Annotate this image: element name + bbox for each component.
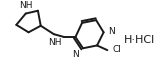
Text: N: N — [108, 27, 115, 36]
Text: NH: NH — [19, 1, 33, 10]
Text: Cl: Cl — [112, 45, 121, 54]
Text: NH: NH — [48, 38, 62, 47]
Text: N: N — [72, 50, 79, 59]
Text: H·HCl: H·HCl — [124, 35, 155, 45]
